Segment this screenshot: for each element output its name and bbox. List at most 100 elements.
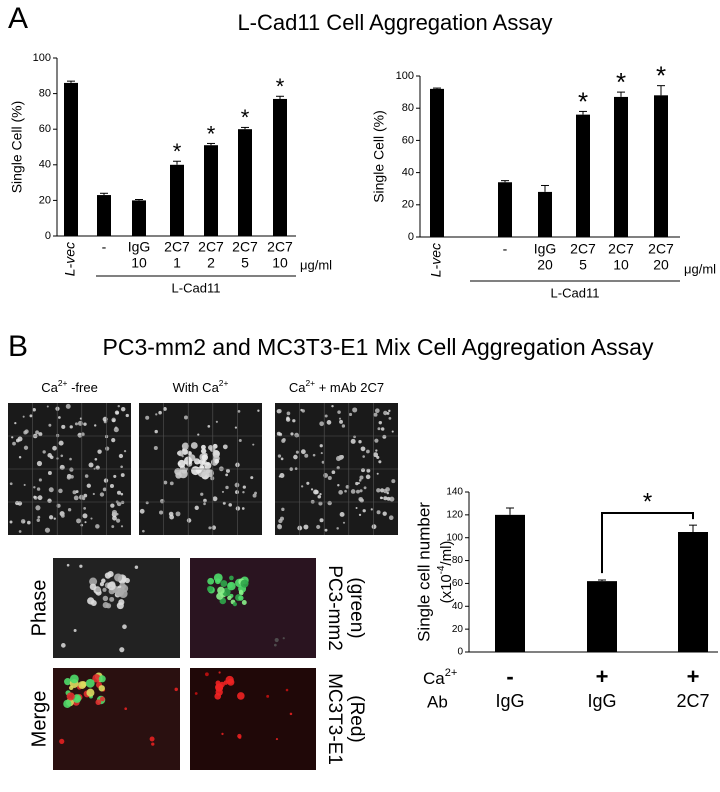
cell — [197, 433, 200, 436]
cell-cluster — [85, 678, 95, 688]
stain-label: MC3T3-E1 — [324, 673, 345, 765]
cell — [37, 515, 41, 519]
cell — [242, 491, 245, 494]
dose-label: 10 — [613, 257, 629, 273]
image-caption-base: Ca — [41, 380, 58, 395]
cell-cluster — [177, 450, 184, 457]
cell — [212, 496, 218, 502]
cell — [79, 417, 82, 420]
cell-cluster — [238, 589, 244, 595]
bar — [97, 195, 111, 236]
cell — [83, 493, 88, 498]
cell — [376, 510, 381, 515]
cell — [275, 737, 279, 741]
y-tick-label: 40 — [39, 159, 51, 171]
cell-cluster — [63, 699, 72, 708]
cell — [203, 502, 206, 506]
cell-cluster — [214, 458, 220, 464]
cell — [111, 437, 116, 443]
cell — [47, 471, 52, 475]
cell — [52, 445, 57, 451]
bar — [538, 191, 552, 237]
cell — [383, 496, 388, 501]
cell — [17, 436, 23, 442]
image-caption-base: Ca — [289, 380, 306, 395]
image-caption: Ca2+ -free — [41, 378, 98, 395]
cell — [355, 506, 358, 509]
cell — [218, 671, 221, 674]
x-tick-label: 2C7 — [164, 239, 190, 255]
cell — [67, 508, 72, 512]
y-axis-unit-rest: /ml) — [438, 541, 455, 566]
cell-cluster — [215, 688, 223, 696]
cell-cluster — [124, 577, 130, 584]
cell — [120, 500, 125, 505]
y-tick-label: 20 — [402, 199, 414, 211]
cell — [114, 426, 118, 430]
cell — [53, 517, 56, 520]
row-label: Merge — [28, 691, 50, 748]
cell — [38, 432, 43, 437]
cell — [381, 496, 384, 499]
y-tick-label: 100 — [446, 532, 463, 543]
cell — [300, 449, 306, 455]
cell-cluster — [217, 586, 225, 595]
cell-cluster — [219, 681, 225, 688]
cell — [163, 480, 168, 485]
cell — [304, 453, 309, 458]
cell — [74, 422, 78, 426]
cell — [292, 419, 296, 423]
panel-title: L-Cad11 Cell Aggregation Assay — [237, 10, 552, 35]
cell — [69, 425, 73, 429]
cell — [327, 500, 332, 506]
cell — [60, 513, 65, 518]
cell — [120, 465, 123, 469]
cell — [116, 501, 122, 507]
cell — [358, 479, 362, 482]
significance-star: * — [173, 139, 182, 164]
cell — [32, 408, 36, 412]
cell-cluster — [64, 678, 72, 686]
cell — [389, 496, 395, 502]
significance-star: * — [578, 86, 588, 116]
x-tick-label: 2C7 — [648, 241, 674, 257]
cell — [278, 432, 283, 437]
cell-cluster — [68, 685, 74, 691]
cell — [337, 484, 340, 487]
cell — [97, 449, 102, 454]
cell — [301, 409, 305, 413]
x-tick-label: - — [102, 239, 107, 255]
cell — [377, 427, 381, 431]
cell — [339, 511, 345, 517]
cell — [94, 457, 98, 461]
significance-star: * — [656, 61, 666, 91]
bar — [587, 581, 617, 652]
cell — [94, 424, 97, 427]
cell — [318, 501, 323, 506]
cell — [90, 517, 93, 520]
bar — [576, 114, 590, 237]
bar — [614, 96, 628, 238]
cell — [358, 440, 362, 444]
cell — [44, 527, 51, 533]
cell — [362, 455, 365, 458]
cell — [320, 452, 323, 455]
image-caption-rest: + mAb 2C7 — [315, 380, 384, 395]
y-axis-unit-sup: -4 — [436, 565, 447, 574]
cell — [38, 478, 42, 482]
cell — [99, 492, 105, 497]
x-tick-label: - — [503, 241, 508, 257]
cell — [83, 507, 87, 510]
x-tick-label: IgG — [534, 241, 557, 257]
cell — [273, 643, 277, 647]
cell — [58, 440, 64, 446]
cell — [115, 512, 119, 516]
cell — [23, 430, 28, 435]
cell — [120, 525, 124, 528]
cell — [49, 455, 54, 460]
cell — [37, 495, 43, 501]
cell — [312, 453, 316, 457]
cell-cluster — [181, 442, 190, 450]
cell — [277, 409, 282, 414]
cell — [75, 490, 79, 494]
